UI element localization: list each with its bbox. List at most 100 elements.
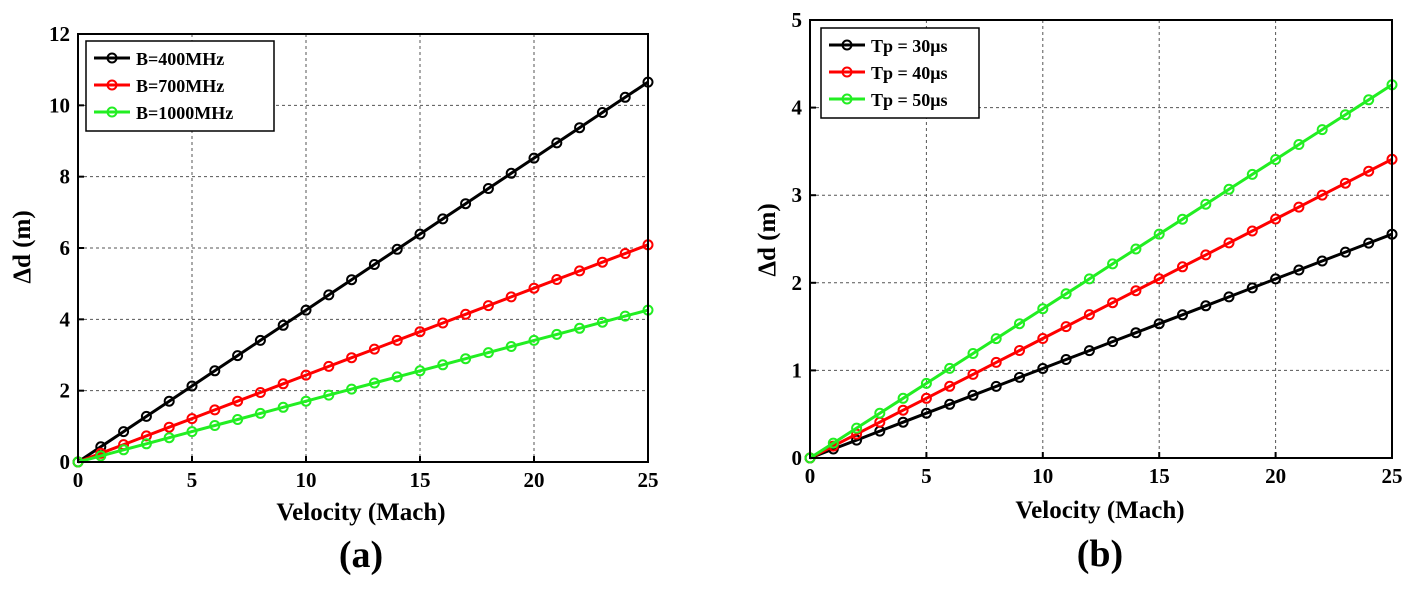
chart-b-legend-entry: Tp = 30μs xyxy=(829,36,947,56)
chart-b-x-tick-label: 0 xyxy=(805,464,816,488)
chart-a-series-1-point xyxy=(437,213,449,225)
chart-a-series-2-point xyxy=(437,317,449,329)
chart-a-series-3-point xyxy=(323,389,335,401)
chart-a-series-1-point xyxy=(163,395,175,407)
chart-a-legend-swatch-marker xyxy=(106,79,118,91)
chart-a-series-1-point xyxy=(619,91,631,103)
chart-b-series-2-point xyxy=(1339,177,1351,189)
chart-b-series-3-point xyxy=(1153,228,1165,240)
chart-b-x-tick-label: 25 xyxy=(1382,464,1403,488)
chart-a-panel-label: (a) xyxy=(339,534,383,576)
chart-a: 0 5 10 15 20 25 0 2 4 6 8 10 12 B=400MHz B=700MHz B=10… xyxy=(9,22,659,576)
chart-b-series-3-point xyxy=(944,362,956,374)
chart-b-series-2-point xyxy=(1223,237,1235,249)
chart-a-series-2-point xyxy=(460,308,472,320)
chart-b-series-1-point xyxy=(1014,371,1025,383)
chart-a-series-2-point xyxy=(163,421,175,433)
chart-b-series-2-point xyxy=(1130,285,1142,297)
chart-a-series-1-point xyxy=(140,410,152,422)
chart-b-frame xyxy=(809,19,1393,459)
chart-b-series-2-point xyxy=(1037,333,1049,344)
chart-a-series-1-point xyxy=(391,243,403,255)
chart-a-series-2-point xyxy=(505,291,517,303)
chart-b-ticks: 0 5 10 15 20 25 0 1 2 3 4 5 xyxy=(792,8,1403,488)
chart-a-series-3-point xyxy=(277,401,289,413)
chart-b-series-1-point xyxy=(1363,237,1375,249)
chart-b-series-3-point xyxy=(827,437,839,449)
chart-a-series-3-point xyxy=(414,365,426,377)
chart-a-series-3-point xyxy=(460,353,472,365)
chart-a-series-3-point xyxy=(163,432,175,444)
chart-b-series-2-point xyxy=(1014,345,1025,356)
chart-b-series-1-point xyxy=(1316,255,1328,267)
chart-b-series-2-point xyxy=(1316,189,1328,201)
chart-a-series-2-point xyxy=(300,369,312,381)
chart-b-series-1-point xyxy=(1060,354,1072,365)
chart-b-legend-swatch-marker xyxy=(841,66,853,78)
chart-b-series-1-point xyxy=(1083,345,1095,357)
chart-b-series-2-point xyxy=(1200,249,1212,261)
chart-a-series-1-point xyxy=(118,426,130,438)
chart-b-legend-swatch-marker xyxy=(841,39,853,51)
chart-a-y-tick-label: 6 xyxy=(60,236,71,260)
chart-a-series-1-point xyxy=(596,107,608,118)
chart-b-series-2-point xyxy=(1107,297,1119,309)
chart-a-y-axis-label: Δd (m) xyxy=(9,210,36,283)
chart-a-series-1-point xyxy=(209,365,221,377)
chart-b-series-1-point xyxy=(920,407,932,419)
chart-b-series-3-point xyxy=(1130,243,1142,255)
chart-b-series-3-point xyxy=(1083,273,1095,285)
chart-b-y-tick-label: 2 xyxy=(792,271,803,295)
chart-a-series-2-point xyxy=(277,378,289,390)
chart-b-series-3-point xyxy=(1293,139,1305,150)
chart-a-series-3-point xyxy=(437,359,449,371)
chart-b-series-1-point xyxy=(1246,282,1258,294)
chart-a-x-tick-label: 5 xyxy=(187,468,198,492)
chart-b-legend-label: Tp = 40μs xyxy=(871,63,947,83)
chart-a-x-tick-label: 0 xyxy=(73,468,84,492)
chart-b-series-3-point xyxy=(990,333,1002,345)
chart-a-x-tick-label: 10 xyxy=(296,468,317,492)
chart-a-x-axis-label: Velocity (Mach) xyxy=(276,499,445,526)
chart-a-series-1-point xyxy=(368,259,380,270)
chart-b-series-3-point xyxy=(874,407,886,419)
chart-b-legend-label: Tp = 30μs xyxy=(871,36,947,56)
chart-b-series-3-point xyxy=(897,392,909,404)
chart-a-series-3-point xyxy=(482,347,494,359)
chart-b-series-1-point xyxy=(1107,336,1119,348)
chart-a-series-3-point xyxy=(551,328,563,340)
chart-b-series-2-point xyxy=(1363,165,1375,177)
chart-a-series-2-point xyxy=(140,430,152,442)
chart-a-y-tick-label: 4 xyxy=(60,307,71,331)
chart-a-series-2-point xyxy=(186,413,198,425)
chart-a-y-tick-label: 10 xyxy=(49,93,70,117)
chart-b-series-1-point xyxy=(897,416,909,428)
chart-a-series-3-point xyxy=(391,371,403,383)
chart-b-series-3-point xyxy=(1339,109,1351,121)
chart-a-series-3-point xyxy=(186,426,198,438)
chart-b-series-2-point xyxy=(920,392,932,404)
chart-b-series-1-point xyxy=(967,389,979,401)
chart-a-series-3-point xyxy=(619,310,631,322)
chart-a-series-3-point xyxy=(596,316,608,328)
chart-b-series-3-point xyxy=(1014,318,1025,330)
chart-a-series-1-point xyxy=(528,152,540,164)
chart-b-series-2-point xyxy=(944,380,956,392)
chart-a-series-1-point xyxy=(482,183,494,194)
chart-b-legend: Tp = 30μs Tp = 40μs Tp = 50μs xyxy=(820,27,980,119)
chart-b-series-3-point xyxy=(1200,198,1212,210)
chart-a-legend-swatch-marker xyxy=(106,106,118,118)
chart-a-series-2-point xyxy=(368,343,380,355)
chart-a-series-3-point xyxy=(209,420,221,431)
chart-a-series-3-point xyxy=(368,377,380,389)
chart-a-series-1-point xyxy=(574,122,586,134)
chart-a-series-3-point xyxy=(300,395,312,407)
chart-a-series-1-point xyxy=(254,334,266,346)
chart-b-y-tick-label: 0 xyxy=(792,446,803,470)
chart-b-series-2-point xyxy=(1177,261,1188,273)
chart-b-panel-label: (b) xyxy=(1077,533,1123,575)
chart-b-series-3-point xyxy=(1316,124,1328,136)
chart-b-x-axis-label: Velocity (Mach) xyxy=(1015,497,1184,524)
chart-b-x-tick-label: 20 xyxy=(1265,464,1286,488)
chart-a-series-1-point xyxy=(300,304,312,316)
